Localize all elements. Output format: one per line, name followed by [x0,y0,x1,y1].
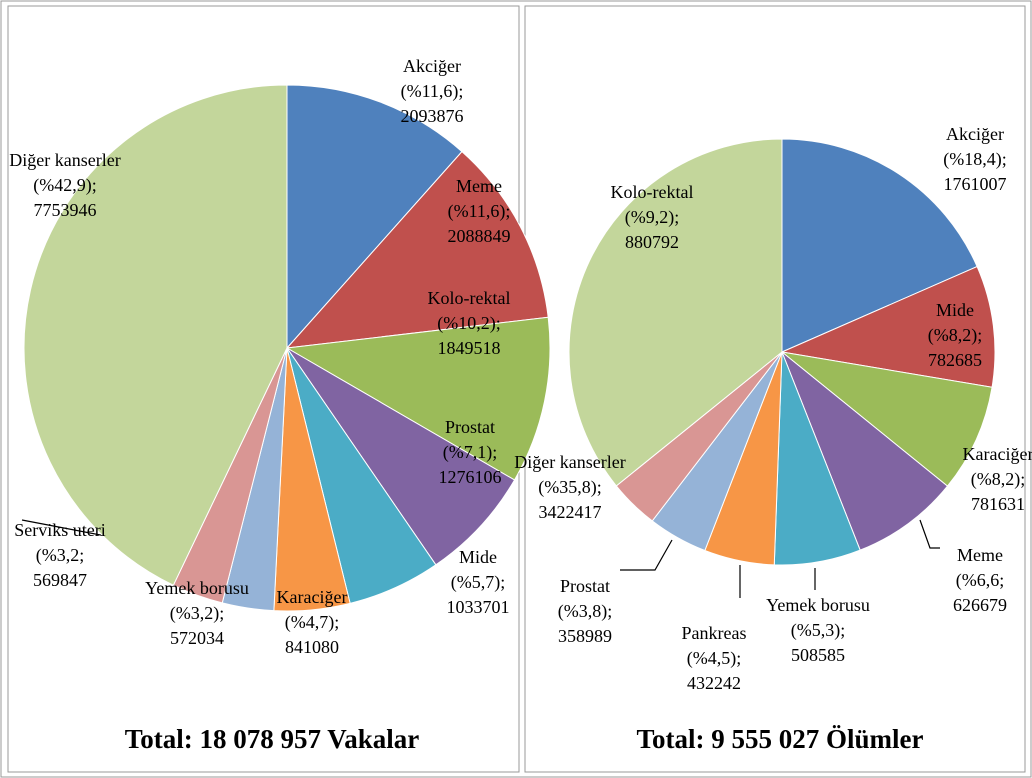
slice-value: 841080 [285,637,339,657]
pie-slice [780,351,993,487]
slice-percent: (%11,6); [401,81,464,102]
pie-slice [286,347,516,566]
slice-name: Serviks uteri [14,520,106,540]
pie-slice [780,350,949,551]
pie-slice [286,84,463,350]
slice-name: Akciğer [946,124,1004,144]
slice-name: Akciğer [403,56,461,76]
pie-slice [285,316,551,481]
slice-percent: (%10,2); [437,313,500,334]
slice-percent: (%8,2); [971,469,1025,490]
slice-name: Meme [957,545,1003,565]
slice-value: 781631 [971,494,1025,514]
slice-percent: (%4,5); [687,648,741,669]
slice-name: Meme [456,176,502,196]
pie [23,84,551,612]
total: Total: 18 078 957 Vakalar [125,724,420,754]
slice-percent: (%42,9); [33,175,96,196]
slice-value: 1849518 [438,338,501,358]
slice-value: 880792 [625,232,679,252]
slice-value: 3422417 [539,502,602,522]
slice-percent: (%4,7); [285,612,339,633]
pie-slice [568,138,783,487]
pie-slice [780,265,996,388]
slice-value: 569847 [33,570,87,590]
slice-name: Kolo-rektal [428,288,511,308]
slice-name: Prostat [445,417,495,437]
slice-percent: (%5,7); [451,572,505,593]
pie-slice [285,150,549,349]
slice-name: Kolo-rektal [611,182,694,202]
slice-value: 358989 [558,626,612,646]
slice-value: 1033701 [447,597,510,617]
total: Total: 9 555 027 Ölümler [637,724,924,754]
slice-name: Mide [936,300,974,320]
slice-name: Diğer kanserler [514,452,625,472]
slice-value: 1276106 [439,467,502,487]
slice-percent: (%3,2; [36,545,85,566]
slice-name: Prostat [560,576,610,596]
slice-percent: (%3,8); [558,601,612,622]
slice-name: Karaciğer [277,587,348,607]
pie [568,138,996,566]
slice-name: Karaciğer [963,444,1032,464]
slice-percent: (%3,2); [170,603,224,624]
slice-value: 572034 [170,628,224,648]
pie-slice [23,84,288,586]
slice-value: 508585 [791,645,845,665]
slice-percent: (%5,3); [791,620,845,641]
slice-percent: (%6,6; [956,570,1005,591]
slice-name: Diğer kanserler [9,150,120,170]
slice-percent: (%35,8); [538,477,601,498]
slice-percent: (%7,1); [443,442,497,463]
slice-percent: (%9,2); [625,207,679,228]
slice-value: 2088849 [448,226,511,246]
slice-name: Mide [459,547,497,567]
slice-value: 782685 [928,350,982,370]
slice-value: 626679 [953,595,1007,615]
slice-name: Yemek borusu [766,595,870,615]
slice-value: 7753946 [34,200,97,220]
slice-value: 1761007 [944,174,1007,194]
pie-slice [781,138,978,353]
slice-percent: (%8,2); [928,325,982,346]
slice-value: 2093876 [401,106,464,126]
slice-percent: (%18,4); [943,149,1006,170]
slice-value: 432242 [687,673,741,693]
slice-name: Pankreas [682,623,747,643]
slice-percent: (%11,6); [448,201,511,222]
slice-name: Yemek borusu [145,578,249,598]
